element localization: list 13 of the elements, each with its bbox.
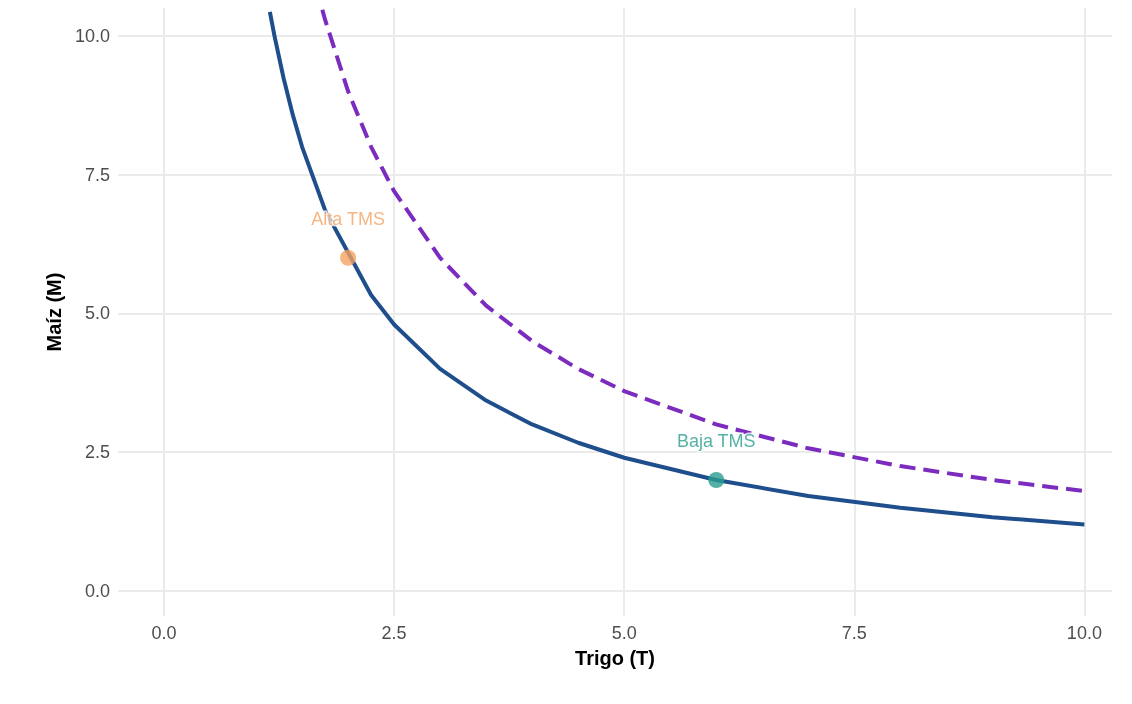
y-tick-label: 2.5 — [84, 442, 110, 463]
y-tick-label: 0.0 — [84, 581, 110, 602]
y-axis-title: Maíz (M) — [43, 272, 66, 352]
x-tick-label: 0.0 — [151, 623, 177, 643]
y-tick-label: 7.5 — [84, 164, 110, 185]
y-tick-label: 5.0 — [84, 303, 110, 324]
y-tick-label: 10.0 — [74, 25, 110, 46]
x-tick-label: 5.0 — [611, 623, 637, 643]
x-tick-label: 10.0 — [1066, 623, 1102, 643]
x-axis-title: Trigo (T) — [575, 647, 655, 669]
series-label: Baja TMS — [676, 430, 756, 451]
x-tick-label: 2.5 — [381, 623, 407, 643]
x-tick-label: 7.5 — [841, 623, 867, 643]
